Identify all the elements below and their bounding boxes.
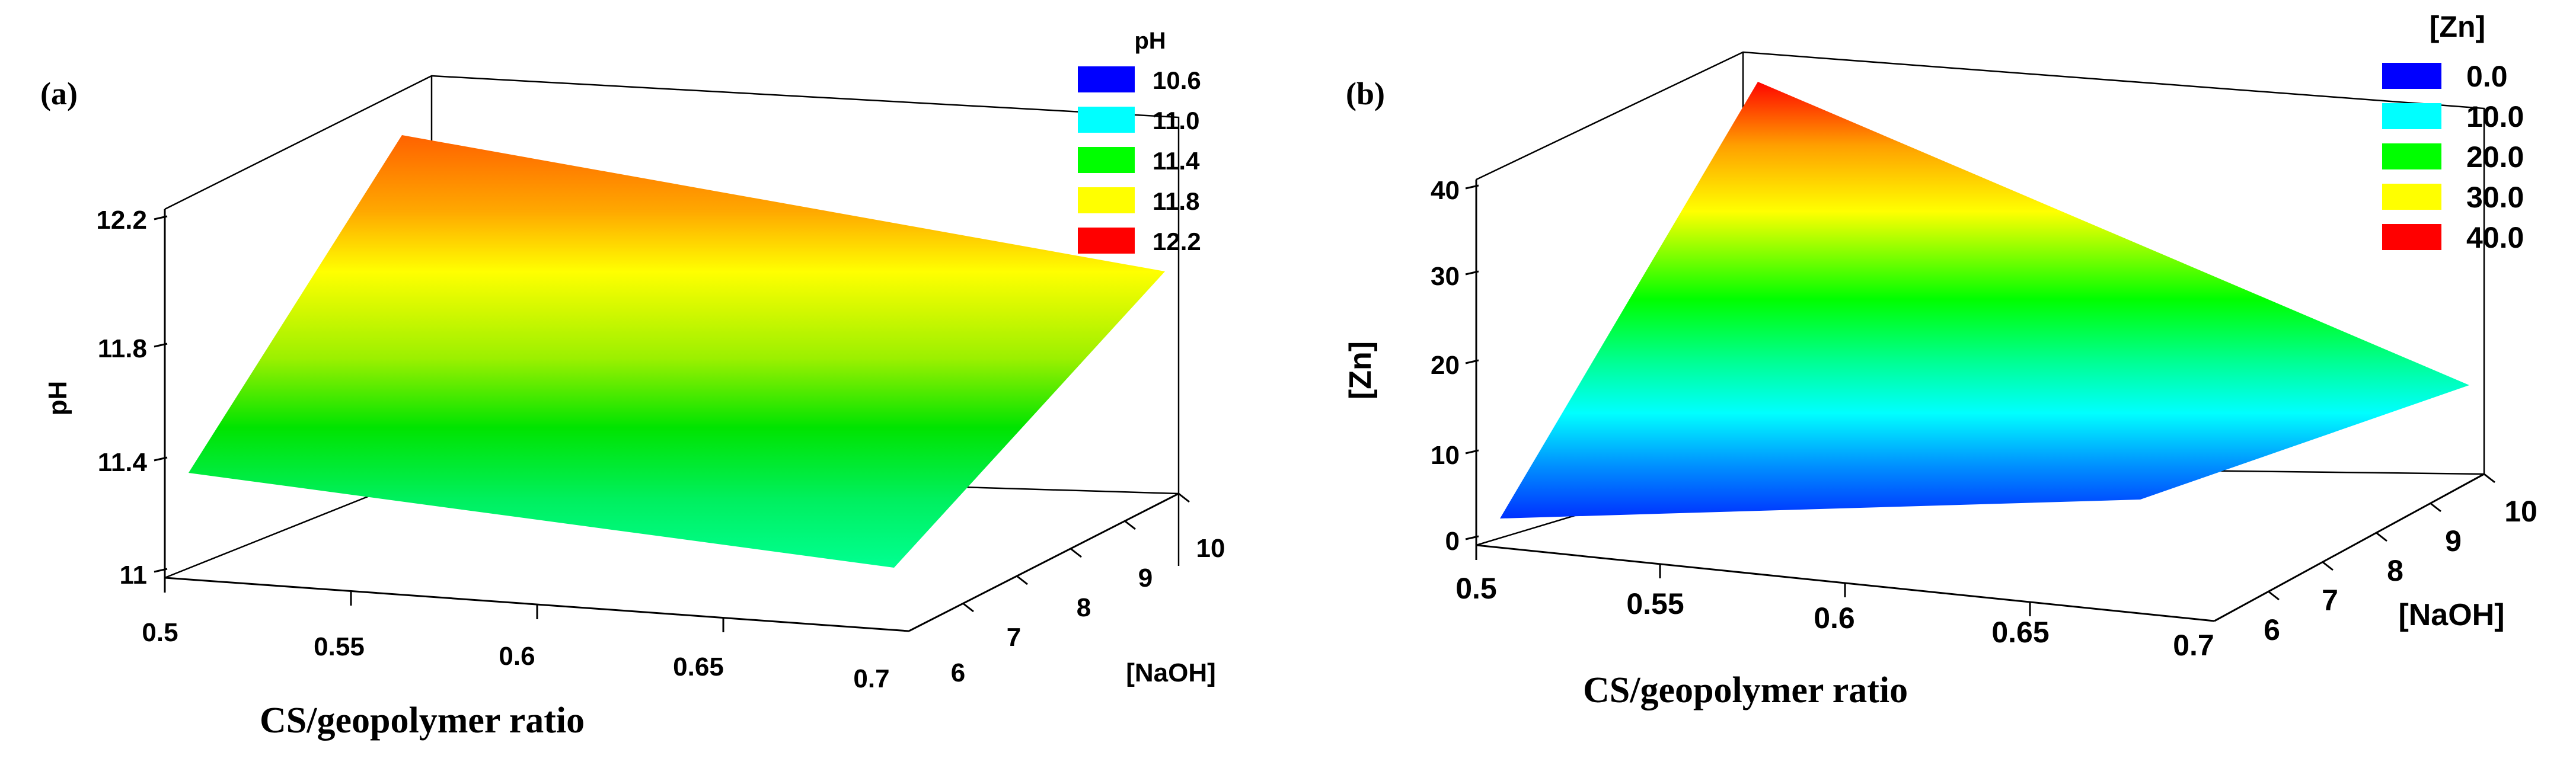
y-tick-label: 10 [1196,534,1225,563]
panel-b-x-ticks: 0.5 0.55 0.6 0.65 0.7 [1455,545,2214,662]
y-tick-label: 10 [2504,495,2537,528]
x-tick-label: 0.5 [142,618,178,647]
y-tick-label: 7 [1007,623,1021,652]
x-tick-label: 0.6 [1814,601,1855,635]
y-tick-mark [1016,575,1028,585]
z-tick-mark [154,215,168,220]
legend-swatch [2382,224,2441,250]
z-tick-label: 10 [1431,441,1460,470]
z-tick-mark [1465,184,1479,190]
panel-a: (a) 11 11.4 11.8 12.2 pH 0.5 [40,28,1225,741]
panel-a-x-axis-label: CS/geopolymer ratio [260,700,585,741]
x-tick-label: 0.55 [314,632,365,661]
y-tick-label: 8 [1077,593,1091,622]
panel-a-legend: pH 10.6 11.0 11.4 11.8 12.2 [1078,28,1201,255]
legend-swatch [2382,143,2441,169]
y-tick-label: 6 [951,658,965,687]
y-tick-mark [2322,561,2334,571]
y-tick-label: 9 [1138,564,1153,593]
y-tick-mark [2376,532,2387,542]
legend-swatch [1078,66,1135,92]
panel-a-z-axis-label: pH [43,381,72,416]
panel-a-x-ticks: 0.5 0.55 0.6 0.65 0.7 [142,578,890,693]
z-tick-label: 20 [1431,351,1460,380]
y-tick-mark [1070,548,1082,558]
x-tick-label: 0.6 [499,642,535,671]
x-tick-label: 0.5 [1455,572,1497,605]
panel-a-z-ticks: 11 11.4 11.8 12.2 [96,206,168,590]
panel-b-z-ticks: 0 10 20 30 40 [1431,176,1479,556]
panel-b-y-axis-label: [NaOH] [2398,598,2504,632]
y-tick-mark [1124,520,1136,530]
y-tick-label: 8 [2387,554,2403,587]
y-tick-mark [962,602,974,613]
panel-b-surface [1500,82,2469,518]
legend-label: 11.4 [1153,147,1200,175]
y-tick-label: 7 [2322,584,2338,617]
z-tick-mark [1465,359,1479,364]
panel-b-label: (b) [1346,76,1385,111]
panel-a-label: (a) [40,76,78,111]
legend-label: 30.0 [2466,181,2524,214]
z-tick-label: 11.8 [98,334,147,363]
y-tick-mark [2430,502,2441,513]
legend-swatch [1078,187,1135,213]
panel-b-z-axis-label: [Zn] [1343,341,1378,399]
z-tick-label: 30 [1431,262,1460,291]
x-tick-label: 0.7 [853,664,889,693]
legend-swatch [2382,103,2441,129]
z-tick-mark [1465,270,1479,276]
legend-title: pH [1134,28,1166,54]
panel-b-y-axis-line [2214,473,2485,622]
z-tick-label: 12.2 [96,206,147,235]
legend-swatch [2382,184,2441,210]
legend-swatch [1078,107,1135,133]
legend-label: 20.0 [2466,140,2524,174]
legend-label: 11.0 [1153,107,1199,135]
x-tick-label: 0.65 [1991,616,2049,649]
x-tick-label: 0.65 [673,652,724,681]
y-tick-mark [2268,590,2280,601]
legend-swatch [2382,63,2441,89]
y-tick-mark [2484,473,2495,484]
panel-b-back-frame [1476,51,2485,474]
panel-a-y-axis-label: [NaOH] [1126,658,1216,687]
panel-b-legend: [Zn] 0.0 10.0 20.0 30.0 40.0 [2382,10,2524,254]
legend-title: [Zn] [2430,10,2485,43]
legend-label: 11.8 [1153,187,1199,215]
legend-swatch [1078,228,1135,254]
z-tick-mark [154,568,168,573]
z-tick-mark [154,343,168,348]
z-tick-mark [1465,449,1479,454]
legend-label: 12.2 [1153,228,1201,255]
z-tick-mark [1465,535,1479,540]
panel-b-y-ticks: 6 7 8 9 10 [2264,473,2537,646]
legend-label: 10.6 [1153,66,1201,94]
y-tick-label: 6 [2264,613,2280,646]
z-tick-label: 0 [1445,527,1460,556]
z-tick-label: 40 [1431,176,1460,205]
legend-label: 40.0 [2466,221,2524,254]
z-tick-label: 11 [119,561,147,590]
panel-a-y-ticks: 6 7 8 9 10 [951,492,1225,687]
y-tick-mark [1178,492,1190,503]
legend-swatch [1078,147,1135,173]
panel-b-x-axis-label: CS/geopolymer ratio [1583,670,1908,710]
z-tick-mark [154,456,168,462]
legend-label: 0.0 [2466,60,2508,93]
panel-a-back-frame [164,75,1180,566]
panel-b: (b) 0 10 20 30 40 [Zn] [1343,10,2537,710]
legend-label: 10.0 [2466,100,2524,133]
z-tick-label: 11.4 [98,448,148,477]
x-tick-label: 0.7 [2173,629,2214,662]
panel-a-surface [189,135,1165,568]
panel-a-y-axis-line [908,492,1179,632]
x-tick-label: 0.55 [1626,587,1684,620]
y-tick-label: 9 [2445,524,2462,558]
